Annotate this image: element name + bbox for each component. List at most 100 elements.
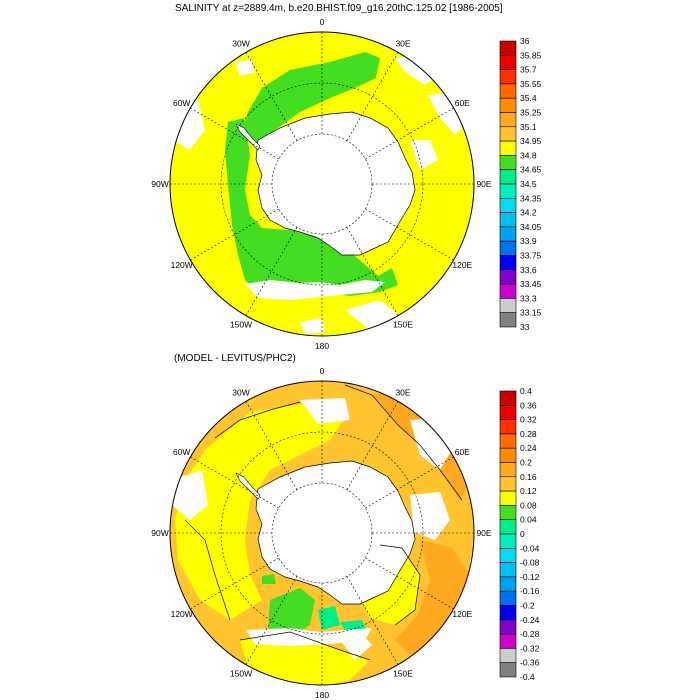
longitude-label: 150W [230, 668, 252, 678]
meridian-line [245, 576, 298, 665]
colorbar-swatch [499, 269, 517, 285]
colorbar-label: 35.4 [520, 93, 537, 103]
colorbar-label: 34.35 [520, 193, 542, 203]
missing-data-patches [172, 55, 470, 334]
colorbar-swatch [499, 648, 517, 664]
colorbar-swatch [499, 662, 517, 678]
colorbar-swatch [499, 298, 517, 313]
colorbar-label: -0.16 [520, 586, 540, 596]
colorbar-label: -0.32 [520, 643, 540, 653]
colorbar-swatch [499, 283, 517, 299]
meridian-line [190, 107, 279, 160]
meridian-line [190, 208, 279, 261]
colorbar-swatch [499, 390, 517, 406]
colorbar-label: 0.08 [520, 500, 537, 510]
ice-shelf-gap [246, 628, 372, 646]
colorbar-label: 35.25 [520, 108, 542, 118]
colorbar-label: -0.24 [520, 615, 540, 625]
salinity-34.8-region [225, 52, 398, 300]
colorbar-label: 35.55 [520, 79, 542, 89]
longitude-label: 90E [476, 179, 491, 189]
longitude-label: 30W [232, 388, 249, 398]
colorbar-label: -0.2 [520, 601, 535, 611]
colorbar-swatch [499, 140, 517, 156]
colorbar-label: 0.04 [520, 515, 537, 525]
longitude-label: 150E [393, 668, 413, 678]
diff-0.2-band [395, 540, 470, 655]
meridian-line [245, 52, 298, 141]
meridian-line [365, 557, 454, 610]
colorbar-swatch [499, 547, 517, 563]
colorbar-swatch [499, 447, 517, 463]
colorbar-swatch [499, 83, 517, 99]
colorbar-label: 33.6 [520, 265, 537, 275]
meridian-line [365, 208, 454, 261]
longitude-label: 180 [315, 690, 329, 700]
antarctica-continent [255, 111, 416, 256]
longitude-label: 60E [455, 447, 470, 457]
colorbar-label: 0.4 [520, 386, 532, 396]
longitude-label: 120E [452, 260, 472, 270]
meridian-line [346, 52, 399, 141]
colorbar-label: 0.36 [520, 400, 537, 410]
contour-lines [184, 384, 463, 661]
longitude-label: 120E [452, 609, 472, 619]
colorbar-swatch [499, 112, 517, 128]
antarctica-continent [255, 460, 416, 605]
colorbar-swatch [499, 476, 517, 492]
antarctic-peninsula [235, 123, 261, 151]
colorbar-swatch [499, 519, 517, 535]
meridian-line [245, 227, 298, 316]
longitude-label: 150E [393, 319, 413, 329]
colorbar-swatch [499, 54, 517, 70]
map-border [169, 31, 475, 337]
longitude-label: 180 [315, 341, 329, 351]
colorbar-label: 0.2 [520, 458, 532, 468]
meridian-line [346, 576, 399, 665]
colorbar-swatch [499, 590, 517, 606]
colorbar-label: 35.1 [520, 122, 537, 132]
colorbar-swatch [499, 490, 517, 506]
colorbar-swatch [499, 212, 517, 228]
colorbar-label: 35.7 [520, 65, 537, 75]
colorbar-swatch [499, 419, 517, 435]
colorbar-swatch [499, 312, 517, 328]
colorbar-label: -0.4 [520, 672, 535, 682]
longitude-label: 30E [395, 39, 410, 49]
colorbar-label: -0.12 [520, 572, 540, 582]
colorbar-label: 34.5 [520, 179, 537, 189]
meridian-line [190, 557, 279, 610]
colorbar-label: 0.16 [520, 472, 537, 482]
colorbar-label: 34.95 [520, 136, 542, 146]
longitude-label: 0 [320, 17, 325, 27]
longitude-label: 60W [173, 447, 190, 457]
colorbar-label: 34.2 [520, 208, 537, 218]
longitude-label: 60E [455, 98, 470, 108]
ice-shelf-gap [245, 280, 385, 300]
colorbar-swatch [499, 505, 517, 520]
colorbar-label: 34.05 [520, 222, 542, 232]
colorbar-swatch [499, 226, 517, 242]
longitude-label: 90E [476, 528, 491, 538]
colorbar-swatch [499, 198, 517, 213]
map-border [169, 380, 475, 686]
colorbar-swatch [499, 40, 517, 56]
colorbar-label: 35.85 [520, 50, 542, 60]
colorbar-swatch [499, 126, 517, 142]
colorbar-label: 33.15 [520, 308, 542, 318]
colorbar-label: 33.75 [520, 251, 542, 261]
graticule [170, 32, 474, 336]
colorbar-label: -0.04 [520, 543, 540, 553]
meridian-line [365, 107, 454, 160]
colorbar-label: 33.9 [520, 236, 537, 246]
colorbar-swatch [499, 576, 517, 592]
colorbar-swatch [499, 605, 517, 621]
longitude-label: 90W [151, 179, 168, 189]
colorbar-swatch [499, 155, 517, 170]
colorbar-swatch [499, 533, 517, 549]
colorbar-label: 34.65 [520, 165, 542, 175]
meridian-line [346, 401, 399, 490]
difference-map: 0 30E 60E 90E 120E 150E 180 150W 120W 90W 60W 30W [151, 366, 492, 700]
colorbar-label: 0.28 [520, 429, 537, 439]
